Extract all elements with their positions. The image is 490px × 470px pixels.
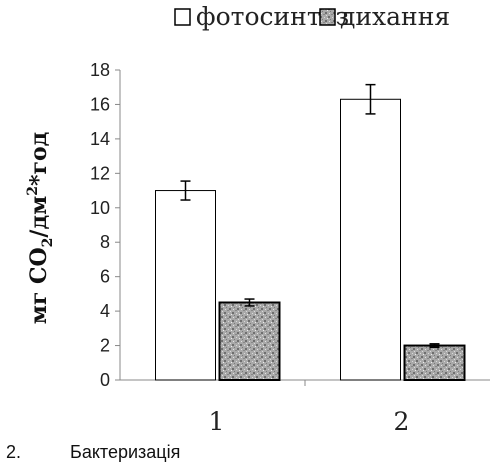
y-tick-label: 0 — [100, 370, 110, 390]
y-tick-label: 12 — [90, 163, 110, 183]
y-tick-label: 14 — [90, 129, 110, 149]
y-tick-label: 2 — [100, 336, 110, 356]
caption: 2. Бактеризація — [6, 442, 180, 463]
y-tick-label: 16 — [90, 94, 110, 114]
bars — [155, 83, 466, 381]
y-axis-label-sup: 2 — [25, 186, 41, 196]
y-axis-label-main: мг CO — [26, 247, 52, 324]
y-tick-label: 18 — [90, 60, 110, 80]
y-axis-label-sub: 2 — [40, 238, 56, 248]
bar — [403, 344, 466, 381]
caption-text: Бактеризація — [70, 442, 181, 462]
y-axis-label: мг CO2/дм2*год — [25, 132, 56, 325]
legend-swatch-respiration — [319, 8, 336, 26]
caption-number: 2. — [6, 442, 22, 462]
y-tick-label: 4 — [100, 301, 110, 321]
y-axis-label-tail: *год — [26, 132, 52, 186]
bar — [340, 98, 401, 381]
bar — [155, 190, 216, 381]
legend: фотосинтез дихання — [174, 2, 450, 31]
y-axis-label-mid: /дм — [26, 196, 52, 238]
y-tick-label: 10 — [90, 198, 110, 218]
x-tick-label: 1 — [209, 407, 225, 436]
x-tick-label: 2 — [394, 407, 410, 436]
y-tick-label: 6 — [100, 267, 110, 287]
legend-label-respiration: дихання — [340, 2, 450, 31]
legend-swatch-photosynthesis — [174, 8, 191, 26]
bar — [218, 301, 281, 381]
y-tick-label: 8 — [100, 232, 110, 252]
bar-chart: фотосинтез дихання мг CO2/дм2*год 024681… — [25, 2, 490, 436]
